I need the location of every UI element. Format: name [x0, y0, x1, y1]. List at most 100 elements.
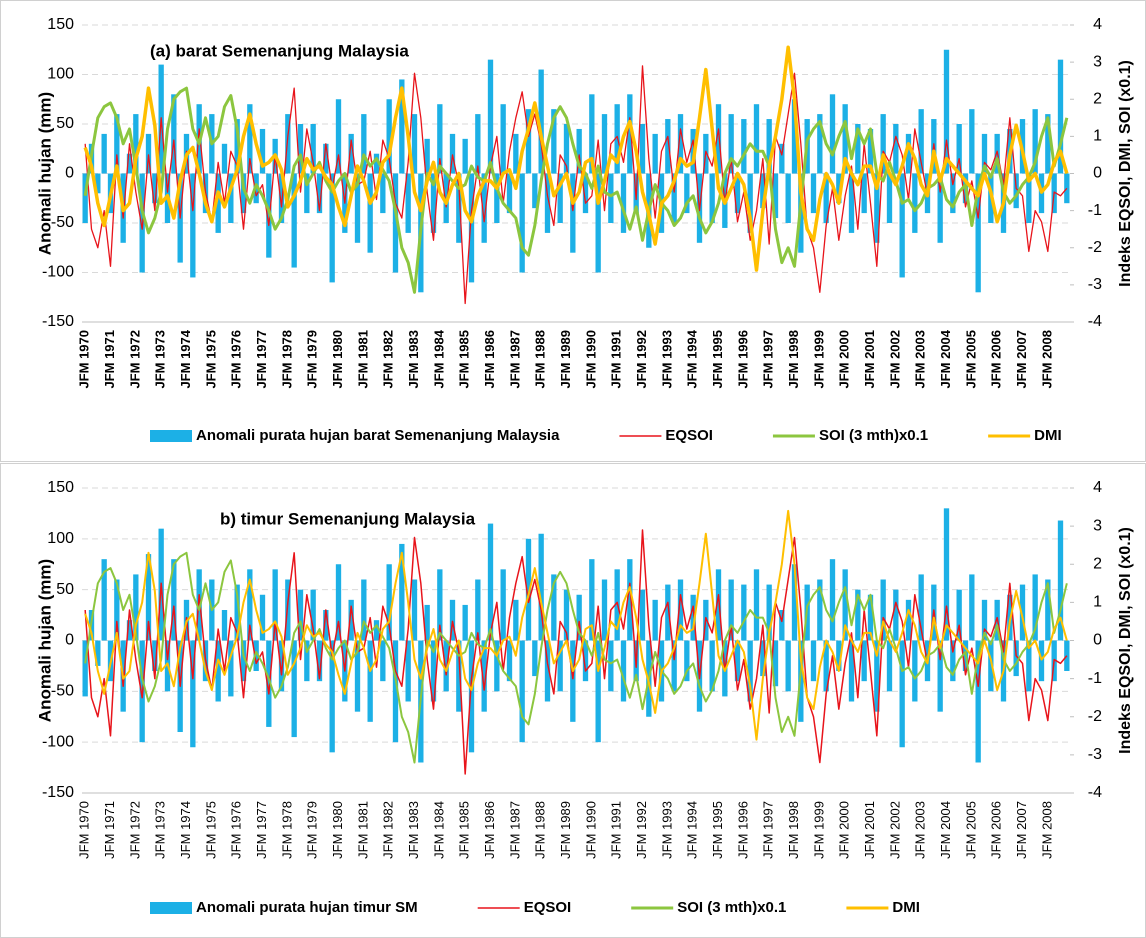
bar [608, 640, 614, 692]
bar [1032, 109, 1038, 174]
bar [760, 173, 766, 209]
x-tick-label: JFM 1990 [583, 801, 598, 859]
bar [1057, 59, 1064, 174]
bar [772, 640, 779, 687]
bar [791, 99, 798, 174]
x-tick-label: JFM 1975 [203, 801, 218, 859]
x-tick-label: JFM 2004 [938, 801, 953, 859]
bar [253, 640, 259, 671]
y2-tick-label: 0 [1093, 165, 1102, 182]
x-tick-label: JFM 2003 [913, 330, 928, 389]
x-tick-label: JFM 1971 [102, 801, 117, 859]
bar [943, 508, 950, 641]
bar [785, 640, 791, 692]
bar [551, 109, 557, 174]
bar [101, 133, 107, 174]
bar [950, 640, 956, 682]
bar [468, 640, 475, 753]
bar [937, 640, 943, 712]
bar [886, 640, 893, 692]
bar [601, 114, 608, 174]
x-tick-label: JFM 1998 [786, 801, 801, 859]
bar [278, 173, 285, 223]
bar [405, 173, 411, 233]
bar [190, 173, 196, 278]
bar [912, 640, 918, 702]
x-tick-label: JFM 1996 [735, 330, 750, 389]
bar [943, 49, 950, 174]
bar [82, 640, 88, 697]
y-axis-label: Anomali hujan (mm) [35, 559, 54, 722]
bar [399, 543, 405, 641]
y-tick-label: 50 [56, 115, 74, 132]
bar [544, 173, 551, 233]
x-tick-label: JFM 1978 [279, 801, 294, 859]
x-tick-label: JFM 1979 [305, 801, 320, 859]
y2-tick-label: 2 [1093, 555, 1102, 572]
bar [487, 59, 494, 174]
bar [335, 99, 342, 174]
bar [639, 589, 646, 641]
bar [582, 173, 589, 214]
bar [874, 640, 880, 712]
x-tick-label: JFM 1999 [811, 330, 826, 389]
legend-swatch [150, 902, 192, 914]
bar [405, 640, 411, 702]
bar [855, 124, 861, 174]
bar [114, 579, 120, 641]
bar [221, 610, 228, 641]
y2-axis-label: Indeks EQSOI, DMI, SOI (x0.1) [1117, 60, 1134, 287]
legend-swatch [150, 430, 192, 442]
legend-label: EQSOI [524, 899, 572, 916]
bar [297, 124, 304, 174]
bar [354, 173, 361, 243]
x-tick-label: JFM 1982 [381, 330, 396, 389]
bar [766, 119, 772, 174]
bar [380, 173, 386, 214]
chart-title: (a) barat Semenanjung Malaysia [150, 41, 409, 60]
bar [810, 173, 817, 214]
bar [449, 133, 456, 174]
x-tick-label: JFM 1988 [533, 801, 548, 859]
bar [937, 173, 943, 243]
bar [361, 114, 367, 174]
x-tick-label: JFM 1999 [811, 801, 826, 859]
x-tick-label: JFM 2008 [1039, 330, 1054, 389]
bar [855, 589, 861, 641]
bar [861, 640, 867, 682]
y-tick-label: -50 [51, 214, 74, 231]
y2-tick-label: -3 [1088, 276, 1102, 293]
bar [373, 153, 380, 174]
x-tick-label: JFM 1985 [457, 801, 472, 859]
x-tick-label: JFM 1993 [659, 330, 674, 389]
bar [437, 104, 443, 174]
bar [316, 640, 323, 682]
bar [753, 104, 760, 174]
y-tick-label: -100 [42, 264, 74, 281]
bar [544, 640, 551, 702]
bar [380, 640, 386, 682]
y-tick-label: 150 [47, 479, 74, 496]
x-tick-label: JFM 1993 [659, 801, 674, 859]
bar [240, 640, 247, 682]
bar [367, 173, 373, 253]
y-tick-label: 50 [56, 581, 74, 598]
bar [557, 173, 563, 223]
x-tick-label: JFM 2000 [837, 801, 852, 859]
legend-label: SOI (3 mth)x0.1 [819, 427, 928, 444]
x-tick-label: JFM 1973 [153, 330, 168, 389]
bar [836, 173, 842, 204]
bar [715, 569, 722, 641]
x-tick-label: JFM 1997 [761, 330, 776, 389]
bar [1045, 114, 1051, 174]
bar [848, 173, 855, 233]
bar [145, 133, 152, 174]
bar [861, 173, 867, 214]
y-tick-label: 100 [47, 530, 74, 547]
bar [196, 569, 202, 641]
bar [880, 579, 886, 641]
bar [386, 99, 392, 174]
bar [95, 640, 101, 666]
bar [652, 133, 658, 174]
